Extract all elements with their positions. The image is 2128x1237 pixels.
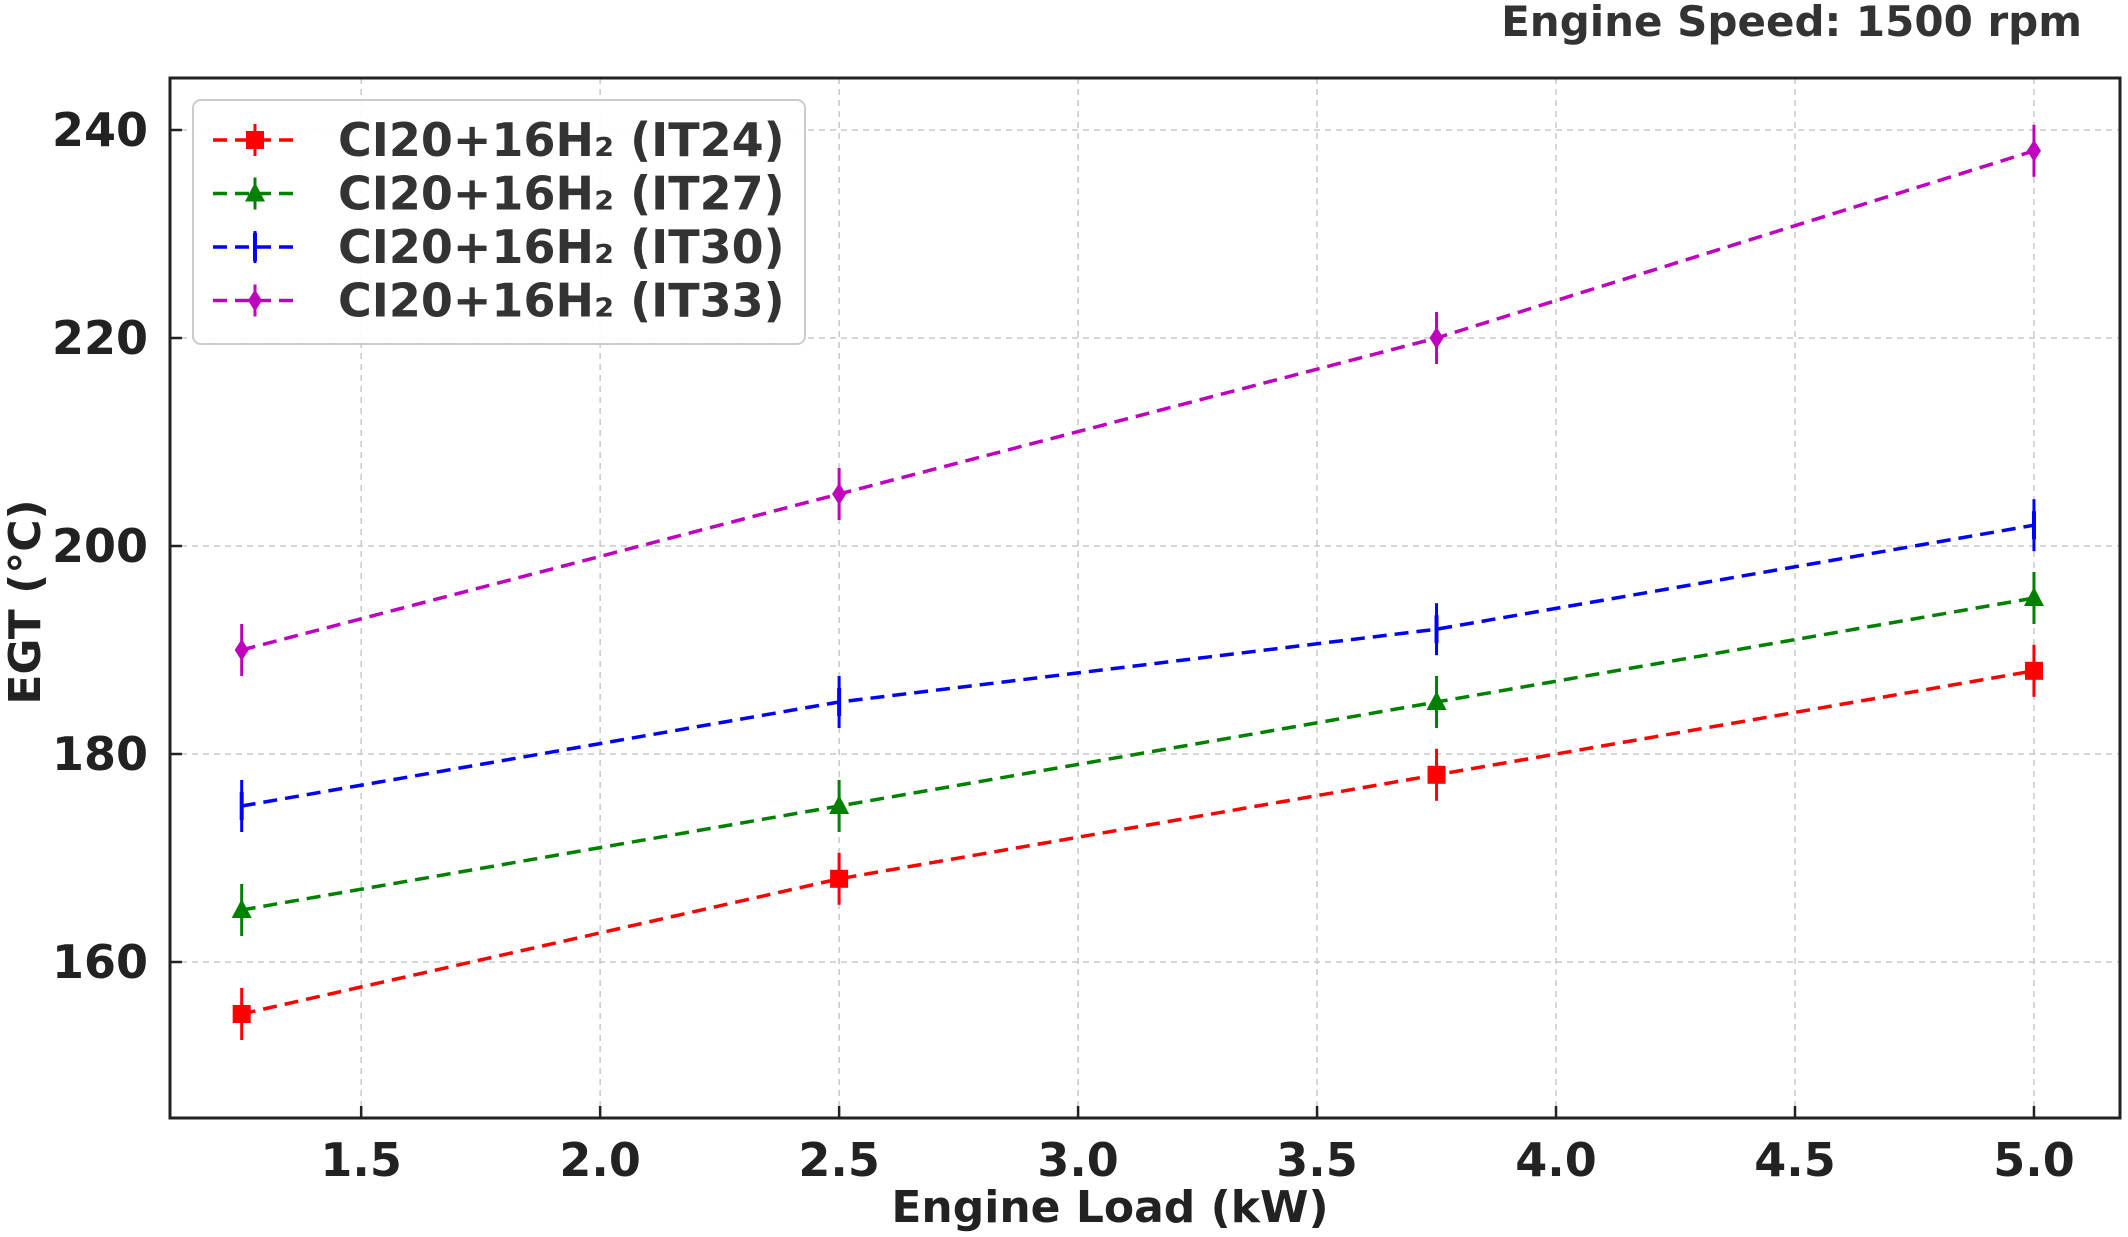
data-point <box>231 899 252 918</box>
x-axis-label: Engine Load (kW) <box>891 1182 1328 1233</box>
legend-marker <box>248 289 262 312</box>
legend-label: CI20+16H₂ (IT24) <box>338 113 785 167</box>
data-point <box>829 795 850 814</box>
x-tick-label: 3.5 <box>1276 1133 1358 1187</box>
x-tick-label: 5.0 <box>1993 1133 2075 1187</box>
data-point <box>2023 587 2044 606</box>
series-line <box>241 523 2035 808</box>
data-point <box>1429 327 1444 349</box>
legend-label: CI20+16H₂ (IT30) <box>338 220 785 274</box>
data-point <box>234 639 249 661</box>
y-tick-label: 180 <box>52 727 148 781</box>
data-point <box>1426 691 1447 710</box>
data-point <box>232 1005 251 1023</box>
data-point <box>1427 765 1446 784</box>
legend-box <box>192 99 806 345</box>
chart-title: Engine Speed: 1500 rpm <box>1501 0 2082 46</box>
x-tick-label: 1.5 <box>320 1133 402 1187</box>
plot-frame <box>168 76 2122 1120</box>
data-point <box>830 869 849 888</box>
series-4 <box>234 124 2041 676</box>
legend-item: CI20+16H₂ (IT33) <box>213 274 785 328</box>
x-tick-label: 2.0 <box>559 1133 641 1187</box>
x-tick-label: 4.5 <box>1754 1133 1836 1187</box>
y-tick-label: 160 <box>52 935 148 989</box>
series-line <box>241 669 2035 1016</box>
x-tick-label: 3.0 <box>1037 1133 1119 1187</box>
series-3 <box>239 499 2036 832</box>
data-point <box>2024 661 2043 680</box>
data-point <box>2026 139 2041 162</box>
legend-marker <box>246 131 264 149</box>
legend: CI20+16H₂ (IT24)CI20+16H₂ (IT27)CI20+16H… <box>192 99 806 345</box>
series-line <box>241 149 2035 652</box>
y-axis-label: EGT (°C) <box>0 499 51 704</box>
legend-label: CI20+16H₂ (IT33) <box>338 274 785 328</box>
series-1 <box>232 644 2043 1040</box>
x-tick-label: 2.5 <box>798 1133 880 1187</box>
y-axis-ticks: 160 180 200 220 240 <box>52 103 182 989</box>
x-axis-ticks: 1.5 2.0 2.5 3.0 3.5 4.0 4.5 5.0 <box>320 1106 2075 1187</box>
legend-item: CI20+16H₂ (IT27) <box>213 167 785 221</box>
legend-label: CI20+16H₂ (IT27) <box>338 167 785 221</box>
x-tick-label: 4.0 <box>1515 1133 1597 1187</box>
series-line <box>241 596 2035 912</box>
series-group <box>231 124 2044 1040</box>
y-tick-label: 200 <box>52 519 148 573</box>
legend-item: CI20+16H₂ (IT24) <box>213 113 785 167</box>
y-tick-label: 220 <box>52 311 148 365</box>
data-point <box>832 483 847 505</box>
y-tick-label: 240 <box>52 103 148 157</box>
legend-item: CI20+16H₂ (IT30) <box>213 220 785 274</box>
series-2 <box>231 572 2044 936</box>
legend-marker <box>245 182 265 202</box>
